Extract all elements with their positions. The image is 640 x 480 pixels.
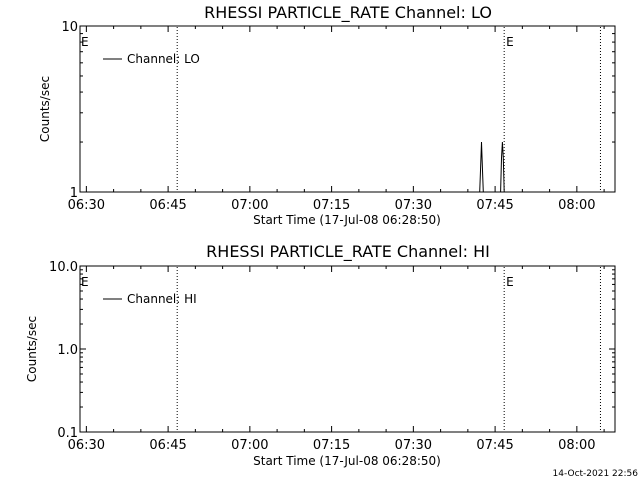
x-tick-label-3: 07:15 bbox=[313, 198, 350, 213]
panel-hi-title: RHESSI PARTICLE_RATE Channel: HI bbox=[206, 242, 490, 262]
panel-lo-axes: 06:30 06:45 07:00 07:15 07:30 07:45 08:00 1 10 bbox=[61, 20, 615, 213]
legend-label-hi: Channel: HI bbox=[127, 292, 197, 306]
left-event-flag: E bbox=[81, 35, 89, 49]
panel-hi-ylabel: Counts/sec bbox=[25, 316, 39, 382]
panel-hi-markers: EE bbox=[81, 267, 601, 431]
x-tick-label-4: 07:30 bbox=[395, 198, 432, 213]
x-tick-label-1: 06:45 bbox=[149, 438, 186, 453]
panel-lo-frame bbox=[79, 25, 616, 193]
y-tick-label-1: 1.0 bbox=[57, 343, 78, 358]
panel-lo-series bbox=[479, 141, 505, 193]
panel-lo-legend: Channel: LO bbox=[103, 52, 200, 66]
series-line-0 bbox=[479, 141, 505, 193]
x-tick-label-3: 07:15 bbox=[313, 438, 350, 453]
panel-hi: RHESSI PARTICLE_RATE Channel: HI 06:30 06… bbox=[25, 242, 616, 468]
x-tick-label-0: 06:30 bbox=[68, 438, 105, 453]
panel-lo-xlabel: Start Time (17-Jul-08 06:28:50) bbox=[253, 213, 441, 227]
y-tick-label-0: 1 bbox=[70, 186, 78, 201]
event-flag-1: E bbox=[506, 35, 514, 49]
x-tick-label-5: 07:45 bbox=[476, 198, 513, 213]
timestamp: 14-Oct-2021 22:56 bbox=[553, 469, 639, 479]
x-tick-label-2: 07:00 bbox=[231, 198, 268, 213]
y-tick-label-0: 0.1 bbox=[57, 426, 78, 441]
x-tick-label-6: 08:00 bbox=[558, 438, 595, 453]
y-tick-label-1: 10 bbox=[61, 20, 78, 35]
x-tick-label-6: 08:00 bbox=[558, 198, 595, 213]
x-tick-label-1: 06:45 bbox=[149, 198, 186, 213]
legend-label-lo: Channel: LO bbox=[127, 52, 200, 66]
panel-hi-axes: 06:30 06:45 07:00 07:15 07:30 07:45 08:00 0.1 1.… bbox=[49, 260, 615, 453]
event-flag-1: E bbox=[506, 275, 514, 289]
panel-lo-markers: EE bbox=[81, 27, 601, 191]
y-tick-label-2: 10.0 bbox=[49, 260, 78, 275]
left-event-flag: E bbox=[81, 275, 89, 289]
panel-lo: RHESSI PARTICLE_RATE Channel: LO 06:30 06… bbox=[38, 3, 616, 227]
panel-lo-title: RHESSI PARTICLE_RATE Channel: LO bbox=[204, 3, 492, 23]
panel-hi-xlabel: Start Time (17-Jul-08 06:28:50) bbox=[253, 454, 441, 468]
x-tick-label-0: 06:30 bbox=[68, 198, 105, 213]
x-tick-label-5: 07:45 bbox=[476, 438, 513, 453]
panel-hi-legend: Channel: HI bbox=[103, 292, 197, 306]
x-tick-label-4: 07:30 bbox=[395, 438, 432, 453]
x-tick-label-2: 07:00 bbox=[231, 438, 268, 453]
panel-lo-ylabel: Counts/sec bbox=[38, 76, 52, 142]
